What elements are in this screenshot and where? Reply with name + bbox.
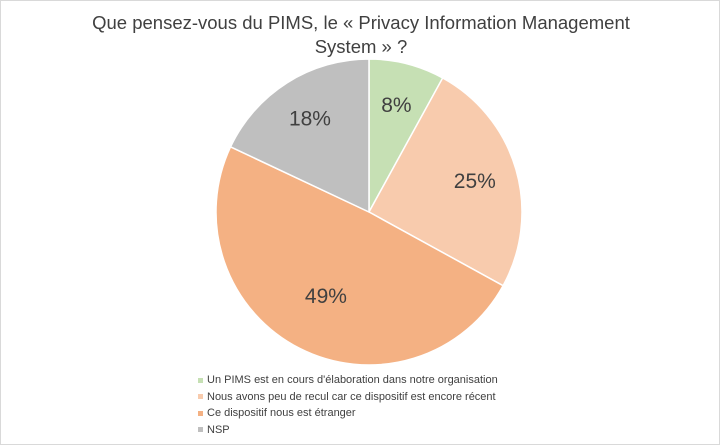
slice-data-label: 25% <box>454 170 496 193</box>
chart-legend: Un PIMS est en cours d'élaboration dans … <box>198 372 498 438</box>
pie-slice <box>229 58 370 214</box>
legend-label: Un PIMS est en cours d'élaboration dans … <box>207 374 498 387</box>
slice-data-label: 8% <box>381 94 411 117</box>
legend-item: Un PIMS est en cours d'élaboration dans … <box>198 372 498 389</box>
chart-title-line-2: System » ? <box>314 36 408 57</box>
legend-swatch <box>198 427 203 433</box>
chart-title-line-1: Que pensez-vous du PIMS, le « Privacy In… <box>92 12 630 33</box>
legend-item: NSP <box>198 422 498 439</box>
legend-swatch <box>198 410 203 416</box>
slice-data-label: 49% <box>305 285 347 308</box>
legend-swatch <box>198 394 203 400</box>
legend-label: Ce dispositif nous est étranger <box>207 407 356 420</box>
legend-label: Nous avons peu de recul car ce dispositi… <box>207 390 496 403</box>
chart-title: Que pensez-vous du PIMS, le « Privacy In… <box>61 11 661 59</box>
legend-swatch <box>198 377 203 383</box>
legend-label: NSP <box>207 423 230 436</box>
slice-data-label: 18% <box>289 107 331 130</box>
pie-slice <box>215 145 505 366</box>
pie-slice <box>367 76 523 287</box>
legend-item: Ce dispositif nous est étranger <box>198 405 498 422</box>
legend-item: Nous avons peu de recul car ce dispositi… <box>198 389 498 406</box>
